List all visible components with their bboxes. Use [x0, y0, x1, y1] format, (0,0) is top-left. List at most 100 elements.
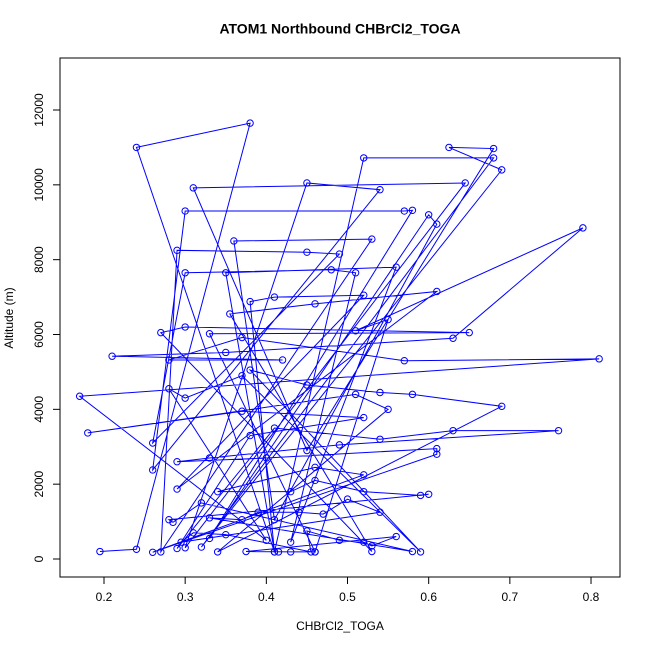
data-point	[148, 439, 157, 447]
data-point	[165, 385, 173, 393]
y-tick-label: 10000	[32, 168, 46, 202]
data-point	[132, 143, 141, 152]
data-point	[498, 402, 506, 411]
data-point	[246, 297, 254, 306]
data-point	[181, 269, 189, 277]
data-point	[84, 429, 92, 437]
data-point	[461, 179, 469, 187]
data-point	[489, 154, 498, 162]
data-point	[368, 542, 376, 550]
data-point	[173, 246, 181, 255]
data-point	[205, 514, 214, 522]
data-point	[226, 310, 234, 318]
data-point	[262, 454, 271, 462]
y-axis-label: Altitude (m)	[2, 287, 16, 348]
data-point	[189, 529, 197, 537]
data-point	[433, 450, 441, 458]
data-point	[181, 544, 189, 552]
data-point	[303, 248, 311, 256]
data-point	[400, 356, 409, 365]
data-point	[554, 426, 563, 435]
data-point	[433, 444, 441, 453]
data-point	[173, 485, 181, 493]
data-point	[408, 390, 417, 399]
data-point	[416, 491, 425, 500]
data-point	[360, 291, 368, 299]
data-point	[75, 392, 84, 400]
x-tick-label: 0.4	[258, 590, 275, 604]
y-tick-label: 2000	[32, 471, 46, 498]
data-point	[351, 269, 360, 277]
data-point	[351, 327, 360, 335]
x-tick-label: 0.6	[420, 590, 437, 604]
data-point	[433, 220, 441, 228]
x-tick-label: 0.7	[502, 590, 519, 604]
data-point	[295, 508, 303, 516]
data-point	[177, 538, 185, 546]
data-point	[286, 548, 295, 556]
data-point	[230, 237, 238, 245]
data-point	[303, 179, 311, 187]
data-point	[238, 516, 246, 524]
data-point	[157, 548, 165, 556]
data-point	[303, 527, 311, 535]
data-point	[270, 516, 279, 524]
data-point	[197, 499, 206, 507]
data-point	[246, 119, 254, 127]
data-point	[498, 166, 506, 174]
data-point	[335, 536, 344, 544]
data-point	[148, 466, 157, 474]
data-point	[445, 143, 453, 152]
data-point	[197, 543, 206, 551]
data-point	[424, 211, 433, 219]
data-point	[579, 224, 587, 232]
x-tick-label: 0.5	[339, 590, 356, 604]
y-tick-label: 6000	[32, 321, 46, 348]
data-point	[360, 154, 368, 162]
x-axis-label: CHBrCl2_TOGA	[296, 619, 384, 633]
data-point	[360, 471, 368, 479]
data-point	[360, 413, 368, 422]
data-point	[335, 441, 344, 449]
data-point	[433, 287, 441, 296]
data-point	[327, 266, 335, 274]
data-point	[246, 431, 254, 440]
x-tick-label: 0.8	[583, 590, 600, 604]
data-point	[132, 545, 141, 553]
data-point	[449, 426, 457, 435]
data-point	[108, 352, 116, 360]
x-tick-label: 0.3	[177, 590, 194, 604]
data-point	[311, 548, 319, 556]
y-tick-label: 4000	[32, 396, 46, 423]
data-point	[96, 547, 104, 556]
data-point	[242, 547, 250, 556]
data-point	[303, 381, 311, 389]
data-point	[307, 548, 315, 556]
data-point	[408, 206, 417, 214]
data-point	[222, 348, 230, 357]
data-point	[489, 144, 498, 153]
data-point	[400, 207, 409, 215]
data-point	[286, 487, 295, 496]
data-point	[311, 463, 319, 472]
data-point	[376, 388, 384, 397]
data-point	[173, 458, 181, 466]
data-point	[262, 536, 271, 544]
data-point	[384, 405, 392, 414]
data-point	[270, 424, 279, 432]
data-point	[351, 390, 360, 399]
data-point	[169, 518, 177, 527]
data-point	[148, 548, 157, 556]
data-point	[173, 544, 181, 553]
data-point	[270, 548, 279, 556]
data-point	[205, 330, 214, 338]
data-point	[286, 538, 295, 546]
data-point	[213, 548, 222, 556]
data-point	[384, 315, 392, 324]
data-point	[449, 334, 457, 342]
data-point	[376, 186, 384, 194]
data-point	[376, 435, 384, 443]
data-point	[165, 356, 173, 364]
data-point	[246, 366, 254, 374]
